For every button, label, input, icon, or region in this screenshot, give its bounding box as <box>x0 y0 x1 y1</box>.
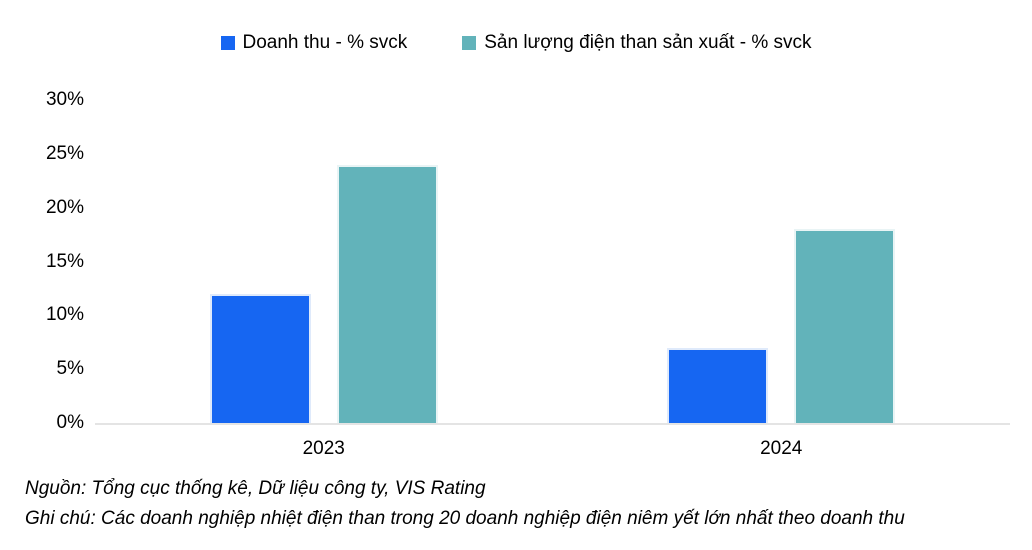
y-axis-tick-label: 10% <box>45 304 84 326</box>
legend-swatch-icon <box>462 36 477 50</box>
chart-legend: Doanh thu - % svck Sản lượng điện than sả… <box>0 32 1032 54</box>
x-axis-category-label: 2023 <box>302 438 345 459</box>
y-axis: 0% 5% 10% 15% 20% 25% 30% <box>0 0 84 550</box>
legend-label: Doanh thu - % svck <box>242 32 408 53</box>
y-axis-tick-label: 25% <box>45 142 84 164</box>
y-axis-tick-label: 20% <box>45 196 84 218</box>
bar-2024-series-1 <box>667 347 769 423</box>
chart-footnotes: Nguồn: Tổng cục thống kê, Dữ liệu công t… <box>25 474 1022 534</box>
y-axis-tick-label: 0% <box>56 412 84 433</box>
source-note: Nguồn: Tổng cục thống kê, Dữ liệu công t… <box>25 478 486 499</box>
bar-2023-series-1 <box>209 293 311 423</box>
methodology-note: Ghi chú: Các doanh nghiệp nhiệt điện tha… <box>25 508 905 529</box>
y-axis-tick-label: 30% <box>45 89 84 110</box>
legend-item-series-1: Doanh thu - % svck <box>220 32 408 54</box>
y-axis-tick-label: 15% <box>45 250 84 272</box>
y-axis-tick-label: 5% <box>56 358 84 380</box>
legend-swatch-icon <box>220 36 235 50</box>
bar-2023-series-2 <box>336 164 438 423</box>
bar-2024-series-2 <box>794 229 896 423</box>
x-axis-category-label: 2024 <box>760 438 803 459</box>
legend-item-series-2: Sản lượng điện than sản xuất - % svck <box>462 32 812 54</box>
legend-label: Sản lượng điện than sản xuất - % svck <box>484 32 812 53</box>
plot-area <box>95 100 1010 425</box>
